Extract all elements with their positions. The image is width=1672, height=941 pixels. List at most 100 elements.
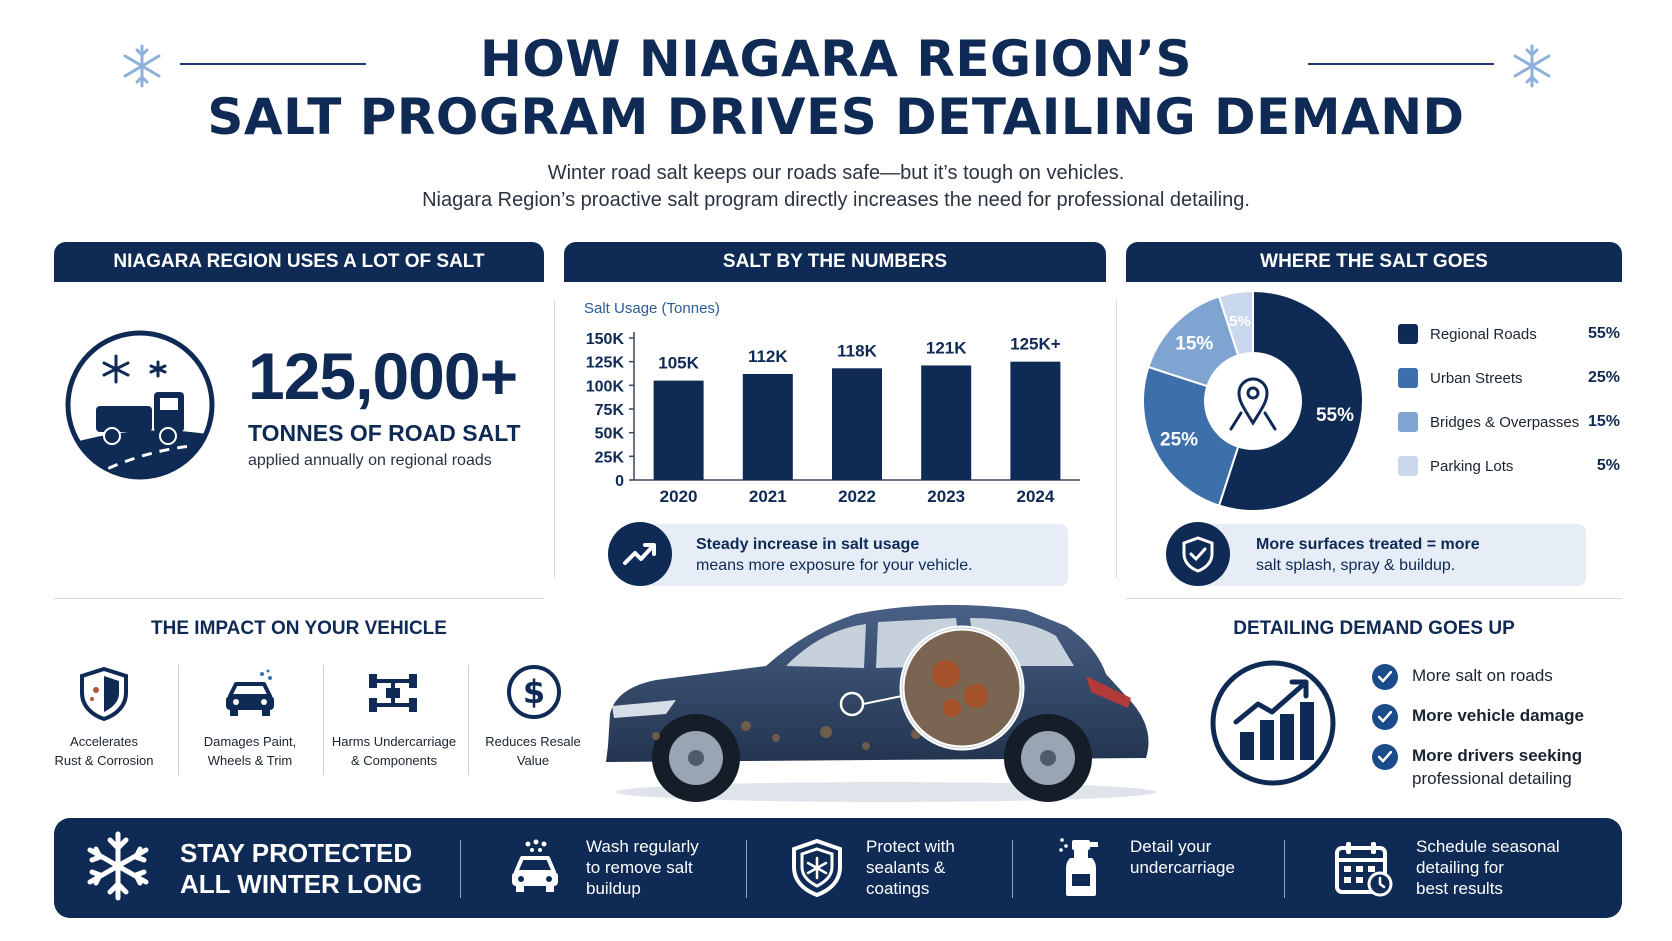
- page-title-line-1: HOW NIAGARA REGION’S: [479, 30, 1193, 88]
- y-tick-label: 150K: [586, 331, 625, 348]
- impact-separator: [178, 665, 179, 775]
- y-tick-label: 125K: [586, 355, 625, 372]
- legend-value: 25%: [1587, 369, 1620, 386]
- impact-item-line: Harms Undercarriage: [331, 734, 457, 749]
- subtitle-line-2: Niagara Region’s proactive salt program …: [422, 189, 1250, 211]
- impact-item-line: Damages Paint,: [203, 734, 297, 749]
- callout-line-1: Steady increase in salt usage: [696, 536, 920, 553]
- demand-heading: DETAILING DEMAND GOES UP: [1233, 618, 1515, 639]
- footer-headline: STAY PROTECTED ALL WINTER LONG: [180, 838, 422, 900]
- page-title-line-2: SALT PROGRAM DRIVES DETAILING DEMAND: [207, 88, 1465, 146]
- legend-label: Bridges & Overpasses: [1430, 413, 1580, 431]
- legend-value: 15%: [1587, 413, 1620, 430]
- legend-value: 5%: [1596, 457, 1620, 474]
- footer-tip-line: sealants &: [866, 858, 946, 877]
- footer-tip: Detail your undercarriage: [1130, 836, 1235, 878]
- callout-line-2: salt splash, spray & buildup.: [1256, 557, 1456, 574]
- impact-item-line: Wheels & Trim: [207, 753, 293, 768]
- legend-swatch: [1398, 324, 1418, 344]
- demand-item: More salt on roads: [1372, 664, 1553, 690]
- divider: [54, 598, 544, 599]
- footer-headline-line-2: ALL WINTER LONG: [180, 869, 423, 899]
- legend-label: Urban Streets: [1430, 369, 1523, 387]
- calendar-icon: [1335, 842, 1393, 897]
- shield-icon: [792, 838, 842, 898]
- demand-item-text: More salt on roads: [1412, 666, 1553, 685]
- chassis-icon: [369, 674, 417, 712]
- impact-item-line: Value: [516, 753, 550, 768]
- bar: [832, 368, 882, 480]
- demand-item-text: More vehicle damage: [1412, 706, 1584, 725]
- divider: [1126, 598, 1622, 599]
- checkmark-icon: [1372, 704, 1398, 730]
- footer-tip: Schedule seasonal detailing for best res…: [1416, 836, 1560, 899]
- banner-salt-numbers: SALT BY THE NUMBERS: [564, 242, 1106, 282]
- impact-separator: [468, 665, 469, 775]
- donut-chart: 55% 25% 15% 5%: [1142, 289, 1364, 512]
- footer-tip-line: undercarriage: [1130, 858, 1235, 877]
- impact-item: Accelerates Rust & Corrosion: [34, 732, 174, 770]
- callout-where-salt-text: More surfaces treated = more salt splash…: [1256, 534, 1480, 576]
- impact-item: Reduces Resale Value: [463, 732, 603, 770]
- banner-where-salt-goes: WHERE THE SALT GOES: [1126, 242, 1622, 282]
- car-damage-icon: [226, 669, 274, 716]
- footer-tip-line: Protect with: [866, 837, 955, 856]
- pie-slice: [1217, 289, 1364, 512]
- unit-label: TONNES OF ROAD SALT: [248, 420, 521, 446]
- y-tick-label: 0: [615, 473, 624, 490]
- snowflake-icon: [87, 831, 149, 901]
- snowflake-icon: [123, 44, 161, 88]
- impact-heading: THE IMPACT ON YOUR VEHICLE: [151, 618, 447, 639]
- footer-tip-line: Wash regularly: [586, 837, 699, 856]
- footer-tip-line: Detail your: [1130, 837, 1212, 856]
- footer-separator: [746, 840, 747, 898]
- bar-data-label: 121K: [926, 338, 967, 357]
- impact-item-line: & Components: [351, 753, 437, 768]
- footer-tip-line: best results: [1416, 879, 1503, 898]
- bar: [921, 365, 972, 480]
- demand-item-text: More drivers seeking professional detaili…: [1412, 744, 1582, 790]
- callout-salt-numbers: [640, 524, 1068, 586]
- growth-chart-icon: [1210, 660, 1336, 786]
- legend-label: Regional Roads: [1430, 325, 1537, 343]
- footer-tip-line: detailing for: [1416, 858, 1504, 877]
- pie-slice-label: 5%: [1229, 313, 1251, 330]
- legend-row: Parking Lots 5%: [1398, 454, 1620, 478]
- footer-separator: [1284, 840, 1285, 898]
- checkmark-icon: [1372, 744, 1398, 770]
- salt-truck-icon: [65, 330, 215, 480]
- header-rule-left: [180, 63, 366, 65]
- x-tick-label: 2022: [838, 487, 876, 506]
- legend-swatch: [1398, 368, 1418, 388]
- y-tick-label: 75K: [595, 402, 625, 419]
- pie-slice: [1217, 289, 1254, 357]
- x-tick-label: 2023: [927, 487, 965, 506]
- legend-label: Parking Lots: [1430, 457, 1514, 475]
- trend-up-icon: [608, 522, 672, 586]
- impact-item: Damages Paint, Wheels & Trim: [180, 732, 320, 770]
- legend-swatch: [1398, 412, 1418, 432]
- bar: [742, 373, 793, 480]
- pie-slice-label: 25%: [1160, 430, 1198, 451]
- banner-salt-usage: NIAGARA REGION USES A LOT OF SALT: [54, 242, 544, 282]
- bar: [1010, 361, 1061, 480]
- callout-line-2: means more exposure for your vehicle.: [696, 557, 973, 574]
- callout-line-1: More surfaces treated = more: [1256, 536, 1480, 553]
- car-wash-icon: [512, 839, 558, 892]
- pie-slice-label: 55%: [1316, 405, 1354, 426]
- dollar-icon: $: [507, 665, 561, 719]
- bar-data-label: 112K: [748, 347, 788, 366]
- legend-row: Urban Streets 25%: [1398, 366, 1620, 390]
- demand-item: More vehicle damage: [1372, 704, 1584, 730]
- svg-text:$: $: [523, 673, 545, 711]
- spray-bottle-icon: [1059, 838, 1098, 896]
- location-pin-icon: [1229, 377, 1277, 431]
- checkmark-icon: [1372, 664, 1398, 690]
- demand-item: More drivers seeking professional detaili…: [1372, 744, 1582, 790]
- big-number: 125,000+: [248, 339, 518, 413]
- x-tick-label: 2020: [660, 487, 698, 506]
- donut-hole: [1207, 355, 1299, 447]
- subtitle-line-1: Winter road salt keeps our roads safe—bu…: [547, 162, 1125, 184]
- pie-slice-label: 15%: [1175, 333, 1213, 354]
- footer-tip-line: buildup: [586, 879, 641, 898]
